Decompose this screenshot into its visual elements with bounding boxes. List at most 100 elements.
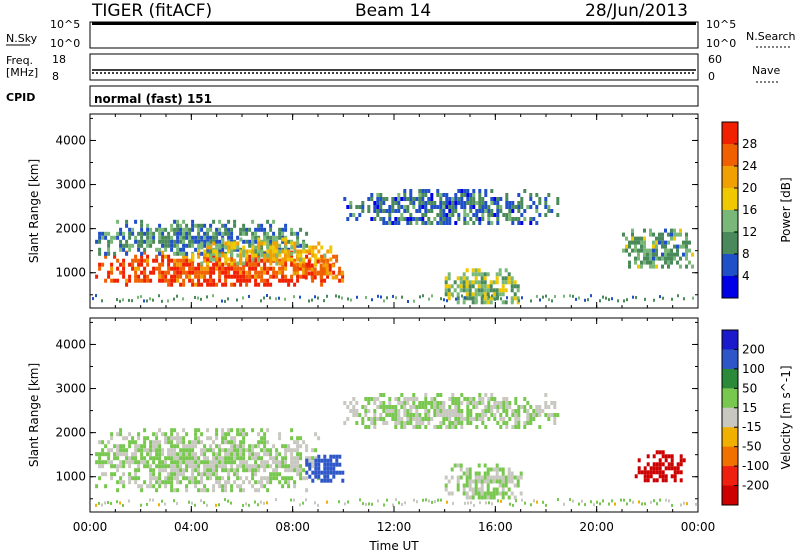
velocity-cell [152, 460, 156, 465]
power-cell [299, 257, 303, 262]
velocity-cell [442, 413, 446, 417]
power-cell [394, 221, 398, 225]
velocity-cell [278, 480, 282, 485]
power-scatter-cell [395, 296, 397, 300]
power-cell [287, 253, 291, 258]
power-cell [302, 257, 306, 262]
velocity-cell [415, 413, 419, 417]
velocity-cell [194, 456, 198, 461]
power-scatter-cell [146, 299, 148, 303]
velocity-cell [475, 401, 479, 405]
velocity-cell [643, 470, 647, 475]
velocity-cell [101, 452, 105, 457]
power-cell [110, 278, 114, 283]
velocity-cell [332, 470, 336, 475]
velocity-cell [125, 436, 129, 441]
velocity-cell [137, 444, 141, 449]
velocity-cell [257, 432, 261, 437]
power-cell [287, 278, 291, 283]
power-cell [667, 240, 670, 245]
power-cell [412, 201, 416, 205]
power-cell [316, 271, 320, 276]
power-cell [119, 247, 123, 252]
power-cell [400, 217, 404, 221]
velocity-cell [140, 452, 144, 457]
power-cell [496, 205, 500, 209]
velocity-cell [532, 409, 536, 413]
power-cell [161, 239, 165, 244]
velocity-scatter-cell [110, 501, 112, 505]
x-axis-label: Time UT [368, 539, 419, 553]
power-cell [185, 270, 189, 275]
velocity-cell [230, 428, 234, 433]
power-cell [203, 253, 207, 258]
power-cell [179, 239, 183, 244]
velocity-cell [430, 417, 434, 421]
velocity-scatter-cell [584, 503, 586, 507]
power-cell [471, 284, 475, 289]
velocity-cell [373, 421, 377, 425]
velocity-cell [170, 472, 174, 477]
velocity-cell [477, 475, 481, 480]
velocity-cell [388, 409, 392, 413]
power-cell [556, 213, 560, 217]
velocity-cell [272, 456, 276, 461]
power-cell [505, 213, 509, 217]
power-cell [676, 232, 679, 237]
power-cell [233, 247, 237, 252]
velocity-scatter-cell [104, 501, 106, 505]
velocity-cell [513, 475, 517, 480]
power-cell [269, 253, 273, 258]
power-cell [194, 266, 198, 271]
power-cell [661, 232, 664, 237]
velocity-cell [164, 460, 168, 465]
power-cell [191, 243, 195, 248]
power-cell [670, 232, 673, 237]
power-cell [107, 239, 111, 244]
power-scatter-cell [236, 298, 238, 302]
velocity-cell [667, 466, 671, 471]
velocity-cell [329, 470, 333, 475]
velocity-cell [158, 484, 162, 489]
velocity-cell [412, 393, 416, 397]
power-cell [471, 280, 475, 285]
power-cell [248, 266, 252, 271]
power-scatter-cell [161, 299, 163, 303]
power-cell [457, 201, 461, 205]
velocity-cell [128, 464, 132, 469]
velocity-cell [529, 421, 533, 425]
power-cell [463, 205, 467, 209]
velocity-cell [373, 401, 377, 405]
power-scatter-cell [452, 294, 454, 298]
velocity-cell [475, 417, 479, 421]
power-cell [388, 209, 392, 213]
velocity-cell [519, 491, 523, 496]
velocity-cell [227, 452, 231, 457]
velocity-cell [185, 460, 189, 465]
velocity-cell [667, 454, 671, 459]
power-scatter-cell [137, 295, 139, 299]
velocity-cell [550, 413, 554, 417]
velocity-cell [457, 409, 461, 413]
velocity-cell [122, 436, 126, 441]
power-cell [490, 221, 494, 225]
velocity-cell [227, 468, 231, 473]
velocity-cell [254, 444, 258, 449]
power-cell [472, 213, 476, 217]
velocity-cell [332, 454, 336, 459]
power-cell [140, 235, 144, 240]
velocity-scatter-cell [581, 499, 583, 503]
power-cell [628, 244, 631, 249]
power-cell [266, 253, 270, 258]
velocity-cell [465, 491, 469, 496]
power-cell [439, 205, 443, 209]
velocity-cell [379, 413, 383, 417]
velocity-cell [400, 401, 404, 405]
power-cell [501, 284, 505, 289]
power-scatter-cell [584, 298, 586, 302]
power-scatter-cell [413, 299, 415, 303]
power-cell [98, 235, 102, 240]
power-cell [490, 209, 494, 213]
power-cell [679, 232, 682, 237]
power-echo-region [292, 259, 344, 280]
